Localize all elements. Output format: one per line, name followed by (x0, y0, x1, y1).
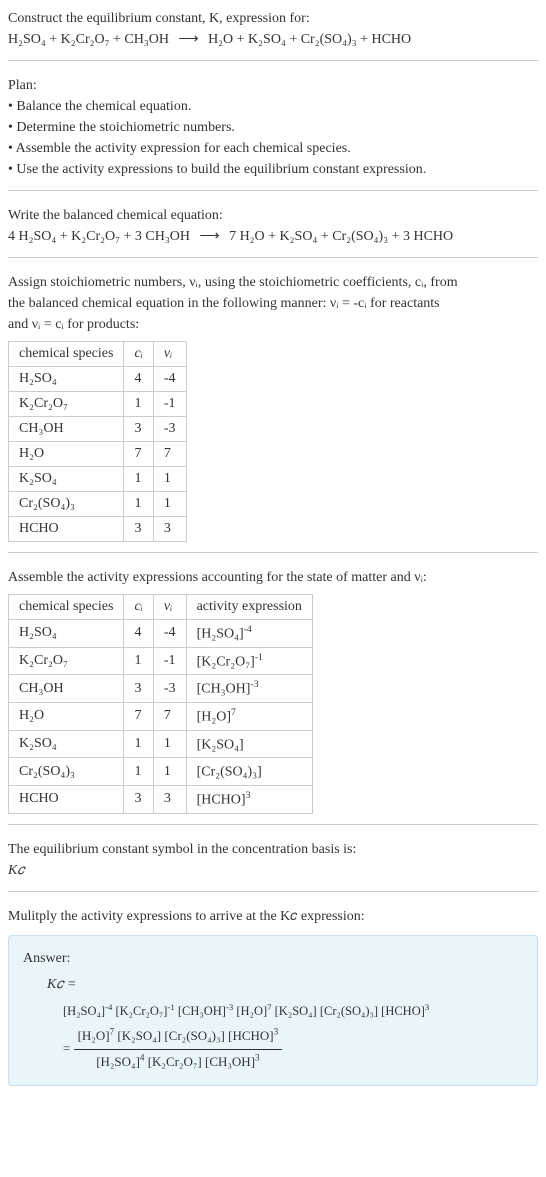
table-header-row: chemical species cᵢ νᵢ (9, 342, 187, 367)
table-row: K₂Cr₂O₇1-1 (9, 392, 187, 417)
table-row: HCHO 3 3 [HCHO]3 (9, 785, 313, 813)
intro-eq-lhs: H₂SO₄ + K₂Cr₂O₇ + CH₃OH (8, 32, 169, 47)
balanced-section: Write the balanced chemical equation: 4 … (8, 205, 538, 258)
intro-line1: Construct the equilibrium constant, K, e… (8, 8, 538, 29)
activity-table: chemical species cᵢ νᵢ activity expressi… (8, 594, 313, 814)
multiply-line: Mulitply the activity expressions to arr… (8, 906, 538, 927)
table-row: HCHO33 (9, 517, 187, 542)
stoich-intro-3: and νᵢ = cᵢ for products: (8, 314, 538, 335)
stoich-section: Assign stoichiometric numbers, νᵢ, using… (8, 272, 538, 553)
balanced-eq-rhs: 7 H₂O + K₂SO₄ + Cr₂(SO₄)₃ + 3 HCHO (229, 229, 453, 244)
stoich-col-0: chemical species (9, 342, 124, 367)
kc-symbol-line1: The equilibrium constant symbol in the c… (8, 839, 538, 860)
answer-box: Answer: K𝑐 = [H₂SO₄]-4 [K₂Cr₂O₇]-1 [CH₃O… (8, 935, 538, 1086)
answer-numerator: [H₂O]7 [K₂SO₄] [Cr₂(SO₄)₃] [HCHO]3 (74, 1024, 283, 1050)
activity-col-1: cᵢ (124, 595, 153, 620)
kc-symbol-section: The equilibrium constant symbol in the c… (8, 839, 538, 892)
activity-col-2: νᵢ (153, 595, 186, 620)
table-row: H₂O77 (9, 442, 187, 467)
stoich-intro-2: the balanced chemical equation in the fo… (8, 293, 538, 314)
table-row: H₂O 7 7 [H₂O]7 (9, 702, 313, 730)
plan-item-0: • Balance the chemical equation. (8, 96, 538, 117)
frac-lead: = (63, 1040, 74, 1055)
balanced-equation: 4 H₂SO₄ + K₂Cr₂O₇ + 3 CH₃OH ⟶ 7 H₂O + K₂… (8, 226, 538, 247)
answer-fraction-line: = [H₂O]7 [K₂SO₄] [Cr₂(SO₄)₃] [HCHO]3 [H₂… (23, 1024, 523, 1075)
intro-section: Construct the equilibrium constant, K, e… (8, 8, 538, 61)
activity-col-0: chemical species (9, 595, 124, 620)
multiply-section: Mulitply the activity expressions to arr… (8, 906, 538, 1096)
plan-item-1: • Determine the stoichiometric numbers. (8, 117, 538, 138)
table-row: H₂SO₄ 4 -4 [H₂SO₄]-4 (9, 620, 313, 648)
plan-item-2: • Assemble the activity expression for e… (8, 138, 538, 159)
table-row: CH₃OH 3 -3 [CH₃OH]-3 (9, 675, 313, 703)
kc-symbol: K𝑐 (8, 860, 538, 881)
answer-kc-equals: K𝑐 = (23, 972, 523, 999)
activity-col-3: activity expression (186, 595, 312, 620)
balanced-eq-arrow: ⟶ (193, 229, 225, 244)
table-row: H₂SO₄4-4 (9, 367, 187, 392)
answer-label: Answer: (23, 946, 523, 973)
table-row: Cr₂(SO₄)₃11 (9, 492, 187, 517)
stoich-table: chemical species cᵢ νᵢ H₂SO₄4-4 K₂Cr₂O₇1… (8, 341, 187, 542)
table-row: K₂SO₄ 1 1 [K₂SO₄] (9, 730, 313, 758)
table-row: K₂Cr₂O₇ 1 -1 [K₂Cr₂O₇]-1 (9, 647, 313, 675)
activity-intro: Assemble the activity expressions accoun… (8, 567, 538, 588)
answer-denominator: [H₂SO₄]4 [K₂Cr₂O₇] [CH₃OH]3 (74, 1050, 283, 1075)
balanced-heading: Write the balanced chemical equation: (8, 205, 538, 226)
answer-fraction: [H₂O]7 [K₂SO₄] [Cr₂(SO₄)₃] [HCHO]3 [H₂SO… (74, 1024, 283, 1075)
answer-long-expression: [H₂SO₄]-4 [K₂Cr₂O₇]-1 [CH₃OH]-3 [H₂O]7 [… (23, 999, 523, 1024)
plan-item-3: • Use the activity expressions to build … (8, 159, 538, 180)
intro-eq-arrow: ⟶ (172, 32, 204, 47)
plan-section: Plan: • Balance the chemical equation. •… (8, 75, 538, 191)
intro-eq-rhs: H₂O + K₂SO₄ + Cr₂(SO₄)₃ + HCHO (208, 32, 411, 47)
plan-heading: Plan: (8, 75, 538, 96)
stoich-col-2: νᵢ (153, 342, 186, 367)
table-row: Cr₂(SO₄)₃ 1 1 [Cr₂(SO₄)₃] (9, 758, 313, 786)
stoich-col-1: cᵢ (124, 342, 153, 367)
table-row: CH₃OH3-3 (9, 417, 187, 442)
intro-equation: H₂SO₄ + K₂Cr₂O₇ + CH₃OH ⟶ H₂O + K₂SO₄ + … (8, 29, 538, 50)
balanced-eq-lhs: 4 H₂SO₄ + K₂Cr₂O₇ + 3 CH₃OH (8, 229, 190, 244)
table-header-row: chemical species cᵢ νᵢ activity expressi… (9, 595, 313, 620)
stoich-intro-1: Assign stoichiometric numbers, νᵢ, using… (8, 272, 538, 293)
table-row: K₂SO₄11 (9, 467, 187, 492)
activity-section: Assemble the activity expressions accoun… (8, 567, 538, 825)
